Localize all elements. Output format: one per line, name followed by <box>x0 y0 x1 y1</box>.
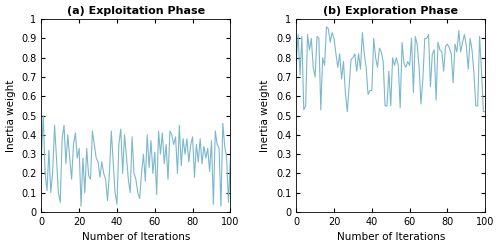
X-axis label: Number of Iterations: Number of Iterations <box>82 232 190 243</box>
Y-axis label: Inertia weight: Inertia weight <box>260 79 270 152</box>
Title: (b) Exploration Phase: (b) Exploration Phase <box>323 5 458 16</box>
X-axis label: Number of Iterations: Number of Iterations <box>336 232 445 243</box>
Title: (a) Exploitation Phase: (a) Exploitation Phase <box>67 5 205 16</box>
Y-axis label: Inertia weight: Inertia weight <box>6 79 16 152</box>
